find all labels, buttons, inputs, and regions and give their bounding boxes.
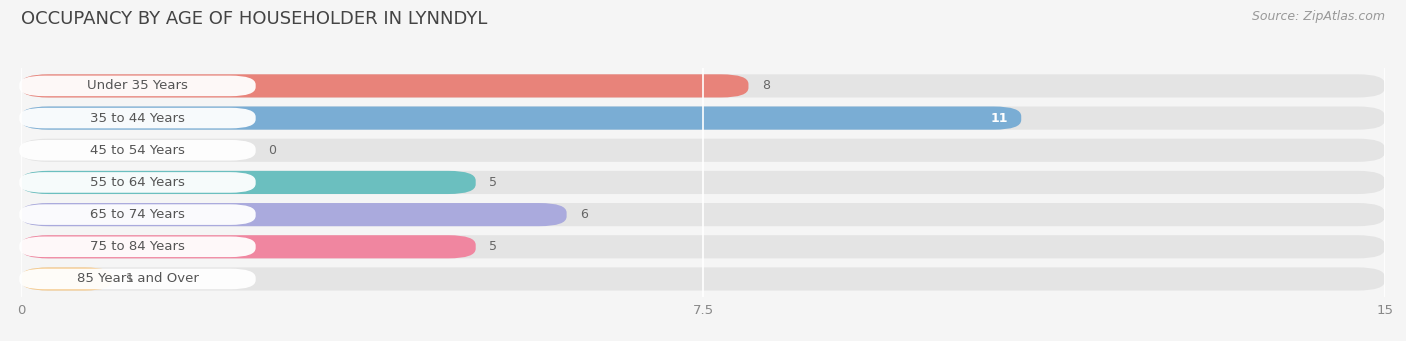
FancyBboxPatch shape	[21, 171, 1385, 194]
Text: Under 35 Years: Under 35 Years	[87, 79, 188, 92]
FancyBboxPatch shape	[20, 172, 256, 193]
Text: 0: 0	[269, 144, 277, 157]
Text: 11: 11	[990, 112, 1008, 124]
FancyBboxPatch shape	[20, 237, 256, 257]
FancyBboxPatch shape	[21, 171, 475, 194]
Text: 1: 1	[125, 272, 134, 285]
FancyBboxPatch shape	[20, 269, 256, 289]
FancyBboxPatch shape	[21, 267, 112, 291]
FancyBboxPatch shape	[21, 74, 1385, 98]
Text: 8: 8	[762, 79, 770, 92]
FancyBboxPatch shape	[21, 203, 1385, 226]
FancyBboxPatch shape	[20, 108, 256, 128]
Text: 35 to 44 Years: 35 to 44 Years	[90, 112, 186, 124]
Text: Source: ZipAtlas.com: Source: ZipAtlas.com	[1251, 10, 1385, 23]
FancyBboxPatch shape	[21, 235, 1385, 258]
Text: 6: 6	[581, 208, 588, 221]
Text: 55 to 64 Years: 55 to 64 Years	[90, 176, 186, 189]
FancyBboxPatch shape	[20, 76, 256, 96]
Text: 65 to 74 Years: 65 to 74 Years	[90, 208, 186, 221]
FancyBboxPatch shape	[21, 267, 1385, 291]
Text: 5: 5	[489, 176, 498, 189]
FancyBboxPatch shape	[21, 203, 567, 226]
FancyBboxPatch shape	[21, 74, 748, 98]
FancyBboxPatch shape	[21, 106, 1021, 130]
Text: 85 Years and Over: 85 Years and Over	[76, 272, 198, 285]
FancyBboxPatch shape	[21, 235, 475, 258]
FancyBboxPatch shape	[20, 204, 256, 225]
Text: 75 to 84 Years: 75 to 84 Years	[90, 240, 186, 253]
Text: 45 to 54 Years: 45 to 54 Years	[90, 144, 186, 157]
Text: 5: 5	[489, 240, 498, 253]
FancyBboxPatch shape	[20, 140, 256, 161]
Text: OCCUPANCY BY AGE OF HOUSEHOLDER IN LYNNDYL: OCCUPANCY BY AGE OF HOUSEHOLDER IN LYNND…	[21, 10, 488, 28]
FancyBboxPatch shape	[21, 139, 1385, 162]
FancyBboxPatch shape	[21, 106, 1385, 130]
